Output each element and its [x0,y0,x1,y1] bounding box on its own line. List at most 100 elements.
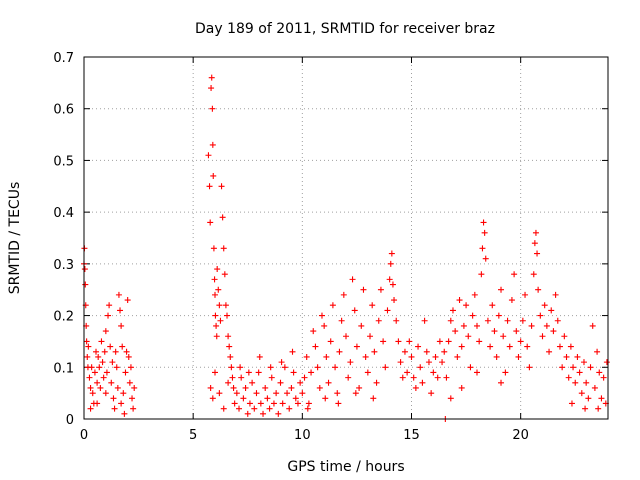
data-point [87,405,94,412]
data-point [534,250,541,257]
data-point [380,338,387,345]
data-point [91,369,98,376]
data-point [278,359,285,366]
data-point [474,369,480,376]
data-point [478,271,485,278]
data-point [336,348,343,355]
data-point [211,276,218,283]
data-point [589,322,596,329]
data-point [596,369,603,376]
data-point [360,286,367,293]
data-point [445,338,452,345]
data-point [268,374,275,381]
data-point [209,395,216,402]
data-point [585,395,592,402]
data-point [493,353,500,360]
data-point [349,276,356,283]
data-point [123,348,130,355]
data-point [454,353,461,360]
data-point [279,400,286,407]
x-tick-label: 20 [512,428,529,443]
data-point [532,229,539,236]
data-point [436,338,443,345]
data-point [225,333,232,340]
data-point [332,364,339,371]
data-point [425,359,432,366]
data-point [447,317,454,324]
data-point [206,183,213,190]
data-point [236,405,243,412]
data-point [491,328,498,335]
data-point [574,353,581,360]
data-point [130,405,137,412]
data-point [205,152,212,159]
y-tick-label: 0.7 [53,51,74,66]
data-point [572,379,579,386]
data-point [316,384,323,391]
data-point [242,384,249,391]
data-point [294,400,301,407]
data-point [395,338,402,345]
data-point [343,333,349,340]
data-point [129,395,136,402]
y-tick-label: 0.6 [53,103,74,118]
data-point [256,353,263,360]
data-point [262,384,269,391]
data-point [352,390,359,397]
data-point [369,302,376,309]
data-point [387,260,394,267]
data-point [327,338,334,345]
data-point [539,333,546,340]
data-point [292,395,299,402]
data-point [264,395,271,402]
data-point [415,343,422,350]
data-point [391,297,398,304]
data-point [220,245,227,252]
data-point [479,245,486,252]
data-point [465,333,472,340]
data-point [207,219,214,226]
data-point [528,322,535,329]
data-point [270,400,277,407]
data-point [568,400,575,407]
y-tick-label: 0 [66,413,74,428]
data-point [82,281,89,288]
data-point [594,348,601,355]
data-point [471,291,478,298]
data-point [212,291,218,298]
data-point [506,343,513,350]
data-point [98,338,105,345]
data-point [375,317,382,324]
data-point [517,338,524,345]
data-point [358,322,365,329]
data-point [237,364,244,371]
data-point [305,400,312,407]
data-point [580,359,587,366]
data-point [107,343,114,350]
data-point [93,348,100,355]
data-point [353,343,360,350]
data-point [531,240,538,247]
data-point [401,348,408,355]
data-point [559,364,566,371]
data-point [124,297,131,304]
data-point [469,312,476,319]
data-point [118,400,125,407]
y-axis-title: SRMTID / TECUs [7,182,23,295]
data-point [347,359,354,366]
data-point [513,328,520,335]
x-tick-label: 0 [80,428,88,443]
data-point [121,410,128,417]
data-point [275,410,282,417]
data-point [281,364,288,371]
x-tick-label: 15 [403,428,420,443]
data-point [115,291,122,298]
data-point [84,353,91,360]
data-point [335,400,342,407]
data-point [94,400,101,407]
plot-frame [83,56,609,420]
data-point [125,353,132,360]
data-point [423,348,430,355]
data-point [288,384,295,391]
data-point [208,85,215,92]
